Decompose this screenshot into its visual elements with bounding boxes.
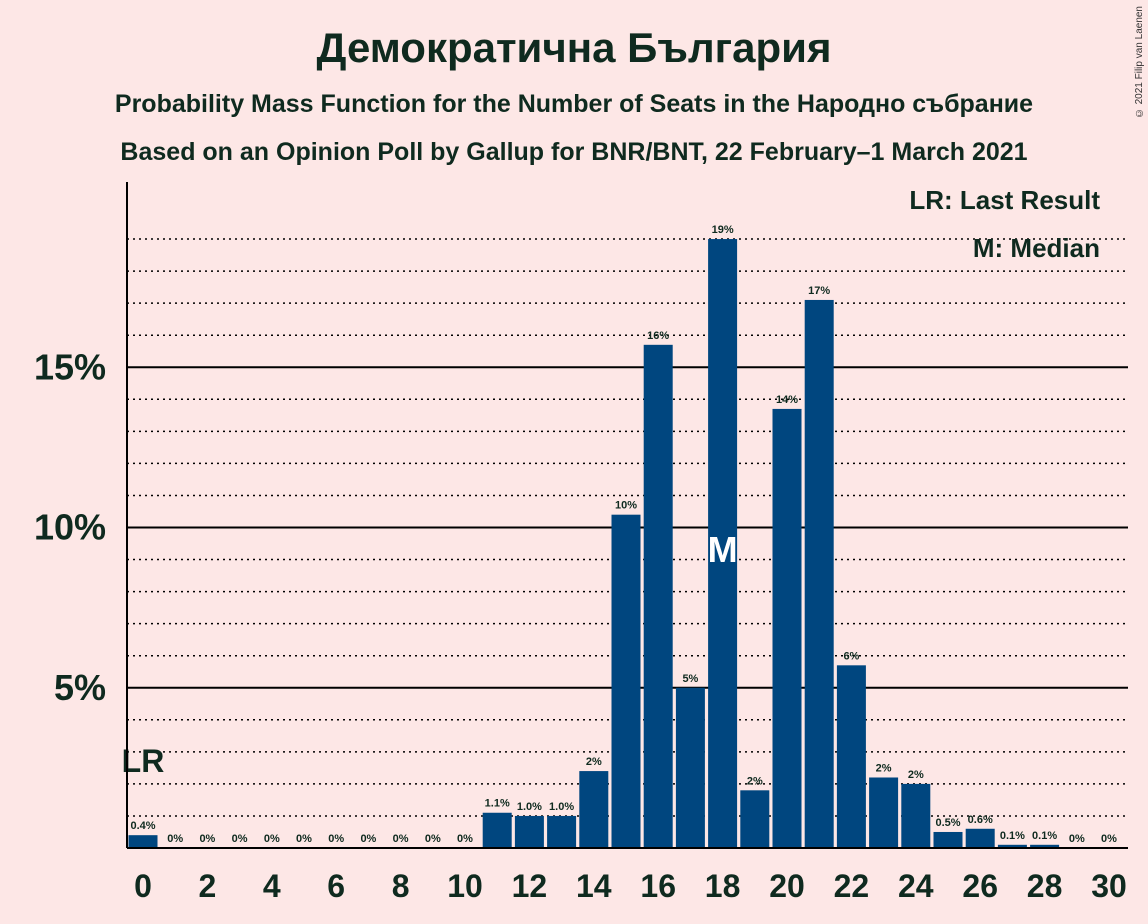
last-result-marker: LR (122, 743, 165, 779)
x-tick-label: 28 (1027, 868, 1063, 904)
bar-label-seat-0: 0.4% (130, 820, 155, 832)
bar-label-seat-17: 5% (682, 673, 698, 685)
bar-label-seat-18: 19% (712, 224, 734, 236)
bar-label-seat-10: 0% (457, 833, 473, 845)
bar-seat-0 (128, 835, 158, 848)
bar-label-seat-5: 0% (296, 833, 312, 845)
bar-label-seat-1: 0% (167, 833, 183, 845)
bar-label-seat-22: 6% (843, 650, 859, 662)
legend: LR: Last Result M: Median (909, 185, 1100, 263)
x-tick-label: 8 (392, 868, 410, 904)
bar-label-seat-13: 1.0% (549, 801, 574, 813)
bar-label-seat-24: 2% (908, 769, 924, 781)
bar-seat-20 (772, 408, 802, 848)
x-tick-label: 26 (962, 868, 998, 904)
legend-median: M: Median (973, 233, 1100, 263)
bar-label-seat-19: 2% (747, 775, 763, 787)
x-tick-label: 4 (263, 868, 281, 904)
bar-label-seat-21: 17% (808, 285, 830, 297)
bar-label-seat-15: 10% (615, 500, 637, 512)
x-tick-label: 14 (576, 868, 612, 904)
chart-source-line: Based on an Opinion Poll by Gallup for B… (120, 138, 1028, 166)
bar-seat-27 (997, 844, 1027, 848)
y-tick-label: 5% (54, 667, 106, 708)
x-tick-label: 24 (898, 868, 934, 904)
bar-value-labels: 0.4% 0% 0% 0% 0% 0% 0% 0% 0% 0% 0% 1.1% 1.0% 1.0% 2% 10… (122, 224, 1117, 845)
bar-label-seat-12: 1.0% (517, 801, 542, 813)
x-tick-label: 2 (199, 868, 217, 904)
bar-label-seat-25: 0.5% (935, 817, 960, 829)
bar-seat-12 (514, 815, 544, 848)
x-tick-label: 0 (134, 868, 152, 904)
x-tick-label: 18 (705, 868, 741, 904)
y-tick-label: 15% (34, 346, 106, 387)
bar-seat-14 (579, 771, 609, 848)
bar-seat-23 (869, 777, 899, 848)
bar-label-seat-4: 0% (264, 833, 280, 845)
bar-label-seat-30: 0% (1101, 833, 1117, 845)
bar-seat-24 (901, 783, 931, 848)
bar-label-seat-8: 0% (393, 833, 409, 845)
bar-label-seat-28: 0.1% (1032, 830, 1057, 842)
bar-seat-15 (611, 514, 641, 848)
bar-seat-17 (675, 687, 705, 848)
bar-label-seat-2: 0% (199, 833, 215, 845)
x-tick-label: 10 (447, 868, 483, 904)
bar-seat-28 (1030, 844, 1060, 848)
bars (128, 239, 1060, 849)
bar-seat-11 (482, 812, 512, 848)
x-tick-label: 22 (834, 868, 870, 904)
bar-seat-26 (965, 828, 995, 848)
bar-label-seat-16: 16% (647, 330, 669, 342)
x-tick-label: 30 (1091, 868, 1127, 904)
bar-label-seat-9: 0% (425, 833, 441, 845)
bar-label-seat-7: 0% (360, 833, 376, 845)
bar-label-seat-14: 2% (586, 756, 602, 768)
x-tick-label: 16 (640, 868, 676, 904)
axes: 5%10%15%0 2 4 6 8 10 12 14 16 18 20 22 24 26 28 30 (34, 182, 1128, 904)
bar-label-seat-27: 0.1% (1000, 830, 1025, 842)
bar-seat-18 (708, 239, 738, 849)
x-tick-label: 20 (769, 868, 805, 904)
bar-seat-21 (804, 299, 834, 848)
bar-seat-16 (643, 344, 673, 848)
bar-label-seat-26: 0.6% (968, 814, 993, 826)
bar-label-seat-11: 1.1% (485, 798, 510, 810)
bar-seat-13 (547, 815, 577, 848)
x-tick-label: 12 (512, 868, 548, 904)
bar-label-seat-20: 14% (776, 394, 798, 406)
bar-seat-22 (836, 665, 866, 848)
bar-label-seat-6: 0% (328, 833, 344, 845)
gridlines (127, 238, 1128, 817)
bar-seat-19 (740, 790, 770, 848)
bar-label-seat-3: 0% (232, 833, 248, 845)
y-tick-label: 10% (34, 507, 106, 548)
legend-last-result: LR: Last Result (909, 185, 1100, 215)
bar-seat-25 (933, 831, 963, 848)
x-tick-label: 6 (327, 868, 345, 904)
chart-title: Демократична България (316, 24, 832, 71)
chart-subtitle: Probability Mass Function for the Number… (114, 90, 1034, 118)
bar-label-seat-29: 0% (1069, 833, 1085, 845)
median-marker: M (708, 529, 738, 570)
bar-label-seat-23: 2% (876, 762, 892, 774)
